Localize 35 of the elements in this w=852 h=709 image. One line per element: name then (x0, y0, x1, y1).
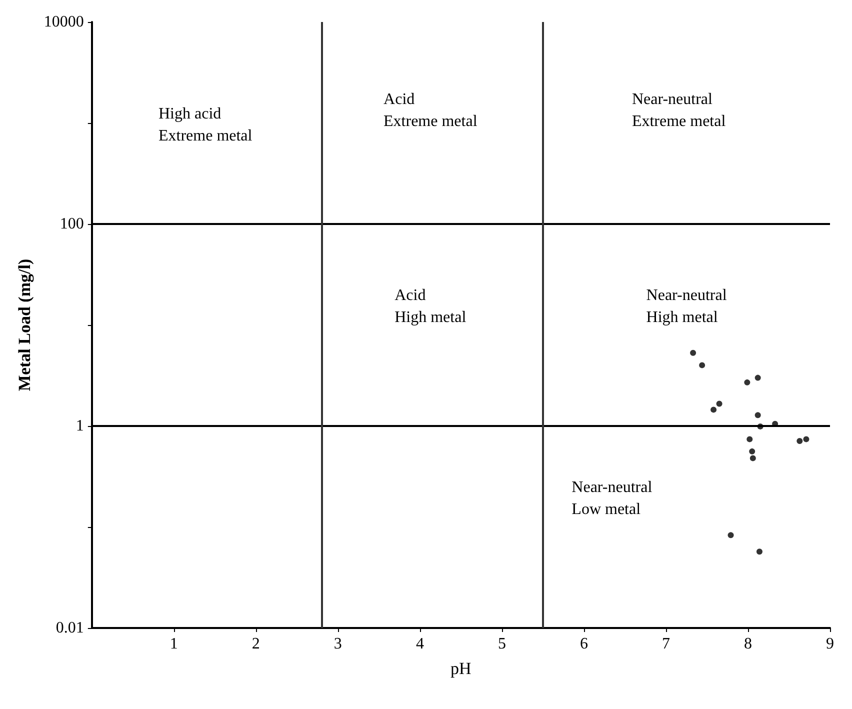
point (750, 455, 756, 462)
annotation: High acid Extreme metal (158, 105, 253, 144)
x-tick-label: 1 (170, 636, 178, 652)
point (756, 548, 762, 555)
y-tick-label: 10000 (44, 14, 84, 30)
point (754, 374, 761, 381)
x-tick-label: 3 (334, 636, 342, 652)
y-tick-label: 100 (60, 216, 84, 232)
point (710, 406, 717, 413)
point (690, 350, 696, 356)
x-axis-title: pH (450, 659, 472, 678)
point (749, 448, 756, 454)
y-tick-label: 0.01 (56, 620, 84, 636)
point (744, 379, 750, 386)
point (716, 400, 722, 407)
x-tick-label: 5 (498, 636, 506, 652)
x-tick-label: 9 (826, 636, 834, 652)
x-tick-label: 8 (744, 636, 752, 652)
annotation: Near-neutral High metal (646, 287, 728, 326)
point (746, 436, 753, 442)
annotation: Near-neutral Extreme metal (632, 91, 726, 130)
x-tick-label: 4 (416, 636, 424, 652)
annotation: Near-neutral Low metal (572, 479, 653, 518)
point (728, 532, 734, 538)
point (803, 436, 810, 442)
x-tick-label: 2 (252, 636, 260, 652)
y-tick-label: 1 (76, 418, 84, 434)
point (796, 438, 803, 444)
x-tick-label: 7 (662, 636, 670, 652)
x-tick-label: 6 (580, 636, 588, 652)
annotation: Acid High metal (394, 287, 467, 326)
point (754, 412, 761, 418)
point (699, 362, 706, 368)
annotation: Acid Extreme metal (384, 91, 478, 130)
y-axis-title: Metal Load (mg/l) (15, 258, 34, 392)
